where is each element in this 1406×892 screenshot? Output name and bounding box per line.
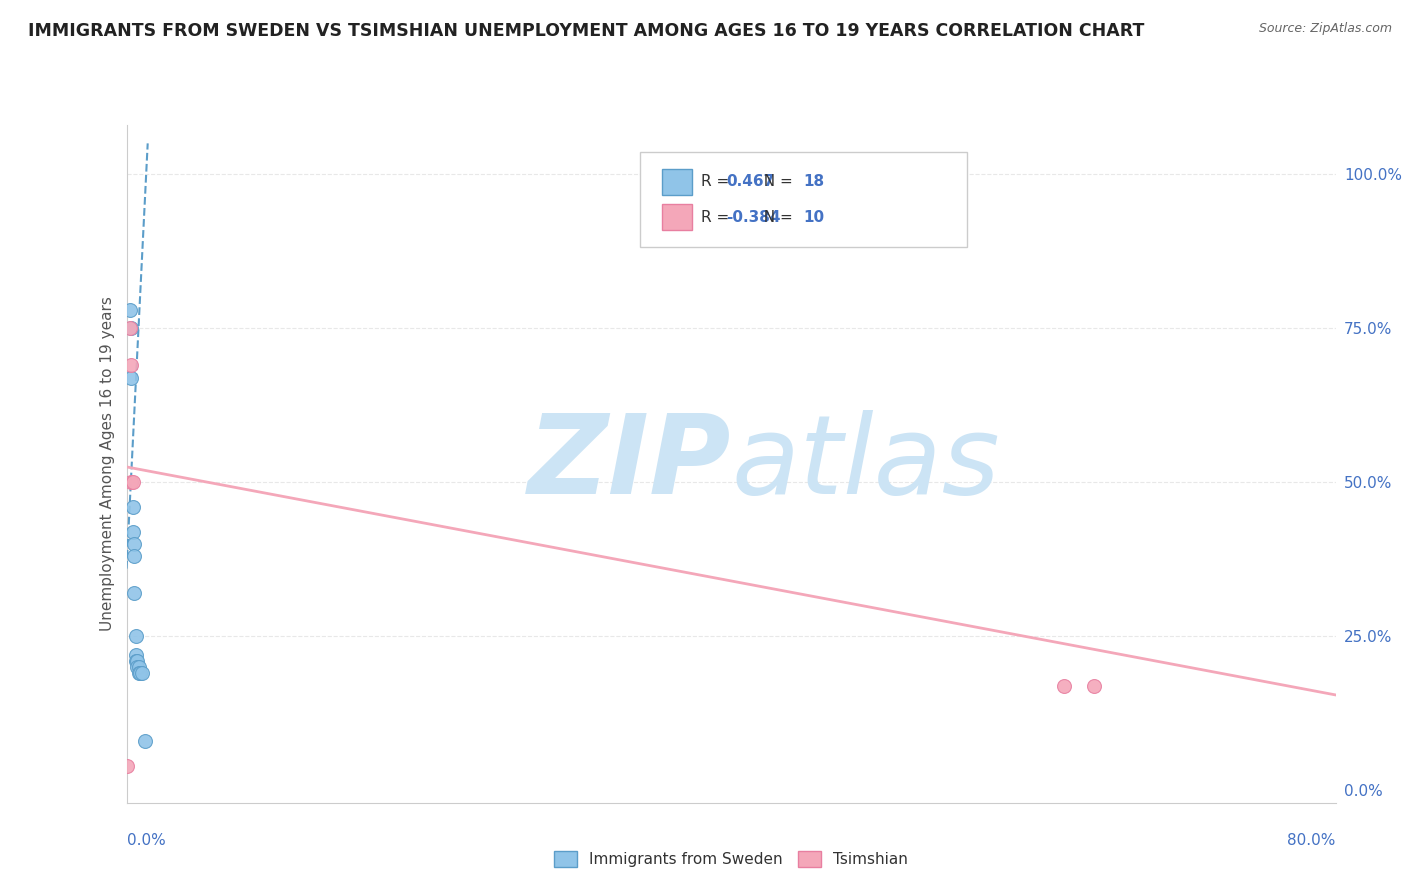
Point [124,648,146,662]
Bar [662,169,692,194]
Bar [662,204,692,230]
Point [128,660,150,674]
Point [122,549,145,564]
Text: IMMIGRANTS FROM SWEDEN VS TSIMSHIAN UNEMPLOYMENT AMONG AGES 16 TO 19 YEARS CORRE: IMMIGRANTS FROM SWEDEN VS TSIMSHIAN UNEM… [28,22,1144,40]
Y-axis label: Unemployment Among Ages 16 to 19 years: Unemployment Among Ages 16 to 19 years [100,296,115,632]
Point [122,586,145,600]
Text: 80.0%: 80.0% [1288,833,1336,848]
Point [127,654,149,668]
FancyBboxPatch shape [641,152,967,247]
Point [128,666,150,681]
Point [1083,679,1105,693]
Point [122,537,145,551]
Point [120,358,142,372]
Text: 10: 10 [804,210,825,225]
Point [121,524,143,539]
Point [134,734,156,748]
Text: Source: ZipAtlas.com: Source: ZipAtlas.com [1258,22,1392,36]
Text: R =: R = [702,210,734,225]
Text: ZIP: ZIP [527,410,731,517]
Text: R =: R = [702,174,734,189]
Text: 0.467: 0.467 [727,174,775,189]
Text: N =: N = [754,174,797,189]
Point [1053,679,1076,693]
Point [124,629,146,643]
Point [124,654,146,668]
Text: -0.384: -0.384 [727,210,782,225]
Legend: Immigrants from Sweden, Tsimshian: Immigrants from Sweden, Tsimshian [548,845,914,873]
Point [131,666,153,681]
Point [118,321,141,335]
Point [120,370,142,384]
Text: 0.0%: 0.0% [127,833,166,848]
Text: N =: N = [754,210,797,225]
Point [121,500,143,514]
Point [129,666,152,681]
Point [121,475,143,490]
Point [127,660,149,674]
Point [118,302,141,317]
Text: 18: 18 [804,174,825,189]
Point [115,759,138,773]
Point [120,475,142,490]
Text: atlas: atlas [731,410,1000,517]
Point [120,321,142,335]
